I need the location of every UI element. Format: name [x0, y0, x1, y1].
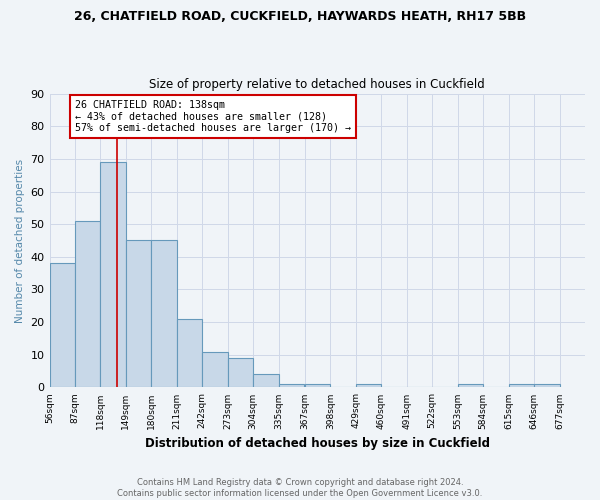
Bar	[50, 264, 75, 388]
Bar	[75, 221, 100, 388]
Bar	[177, 319, 202, 388]
Bar	[278, 384, 304, 388]
Bar	[534, 384, 560, 388]
Bar	[509, 384, 534, 388]
Y-axis label: Number of detached properties: Number of detached properties	[15, 158, 25, 322]
Text: Contains HM Land Registry data © Crown copyright and database right 2024.
Contai: Contains HM Land Registry data © Crown c…	[118, 478, 482, 498]
Title: Size of property relative to detached houses in Cuckfield: Size of property relative to detached ho…	[149, 78, 485, 91]
Bar	[202, 352, 228, 388]
Bar	[253, 374, 278, 388]
Bar	[228, 358, 253, 388]
Bar	[356, 384, 382, 388]
Bar	[305, 384, 331, 388]
X-axis label: Distribution of detached houses by size in Cuckfield: Distribution of detached houses by size …	[145, 437, 490, 450]
Text: 26 CHATFIELD ROAD: 138sqm
← 43% of detached houses are smaller (128)
57% of semi: 26 CHATFIELD ROAD: 138sqm ← 43% of detac…	[75, 100, 351, 134]
Bar	[100, 162, 126, 388]
Bar	[126, 240, 151, 388]
Text: 26, CHATFIELD ROAD, CUCKFIELD, HAYWARDS HEATH, RH17 5BB: 26, CHATFIELD ROAD, CUCKFIELD, HAYWARDS …	[74, 10, 526, 23]
Bar	[458, 384, 483, 388]
Bar	[151, 240, 177, 388]
